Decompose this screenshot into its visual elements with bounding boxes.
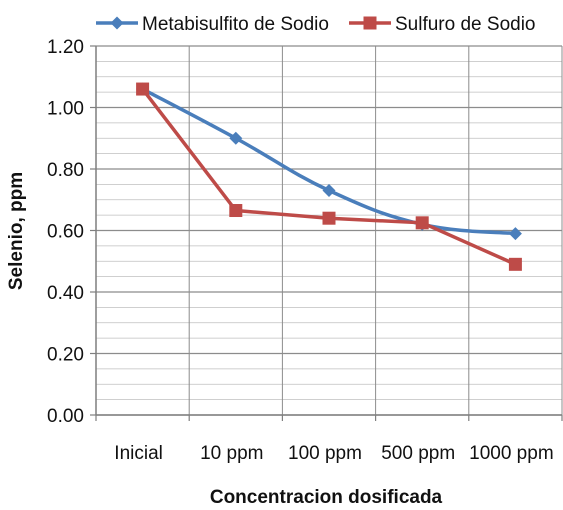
legend-item-1: Metabisulfito de Sodio [96,14,329,35]
x-tick-label: 100 ppm [288,443,362,464]
legend-label: Metabisulfito de Sodio [142,14,329,35]
y-tick-label: 0.20 [47,345,84,366]
x-axis-title: Concentracion dosificada [210,487,443,508]
y-tick-labels: 0.00 0.20 0.40 0.60 0.80 1.00 1.20 [47,37,84,427]
data-point-square [136,82,150,96]
legend-marker-diamond [110,16,124,30]
legend-label: Sulfuro de Sodio [395,14,536,35]
y-tick-label: 0.00 [47,406,84,427]
x-tick-label: Inicial [114,443,163,464]
x-tick-label: 10 ppm [200,443,263,464]
y-tick-label: 0.40 [47,283,84,304]
data-point-diamond [229,131,243,145]
x-tick-labels: Inicial 10 ppm 100 ppm 500 ppm 1000 ppm [114,443,553,464]
legend-item-2: Sulfuro de Sodio [349,14,536,35]
y-tick-label: 0.80 [47,160,84,181]
data-point-square [229,204,243,218]
series-layer [136,82,522,271]
x-tick-label: 500 ppm [381,443,455,464]
y-tick-label: 1.20 [47,37,84,58]
data-point-diamond [508,227,522,241]
y-tick-label: 1.00 [47,99,84,120]
legend: Metabisulfito de Sodio Sulfuro de Sodio [96,14,536,35]
data-point-square [415,216,429,230]
legend-marker-square [363,16,377,30]
data-point-square [508,257,522,271]
axes [90,45,563,421]
y-tick-label: 0.60 [47,222,84,243]
x-tick-label: 1000 ppm [469,443,554,464]
data-point-square [322,211,336,225]
y-axis-title: Selenio, ppm [6,172,27,290]
series-2 [136,82,522,271]
data-point-diamond [322,184,336,198]
series-line [141,87,517,266]
